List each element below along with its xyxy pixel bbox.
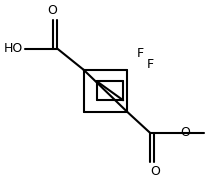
Text: F: F [147,58,154,71]
Text: O: O [181,126,190,139]
Text: O: O [47,4,57,17]
Text: F: F [137,47,144,60]
Text: O: O [150,165,160,178]
Text: HO: HO [3,42,23,55]
